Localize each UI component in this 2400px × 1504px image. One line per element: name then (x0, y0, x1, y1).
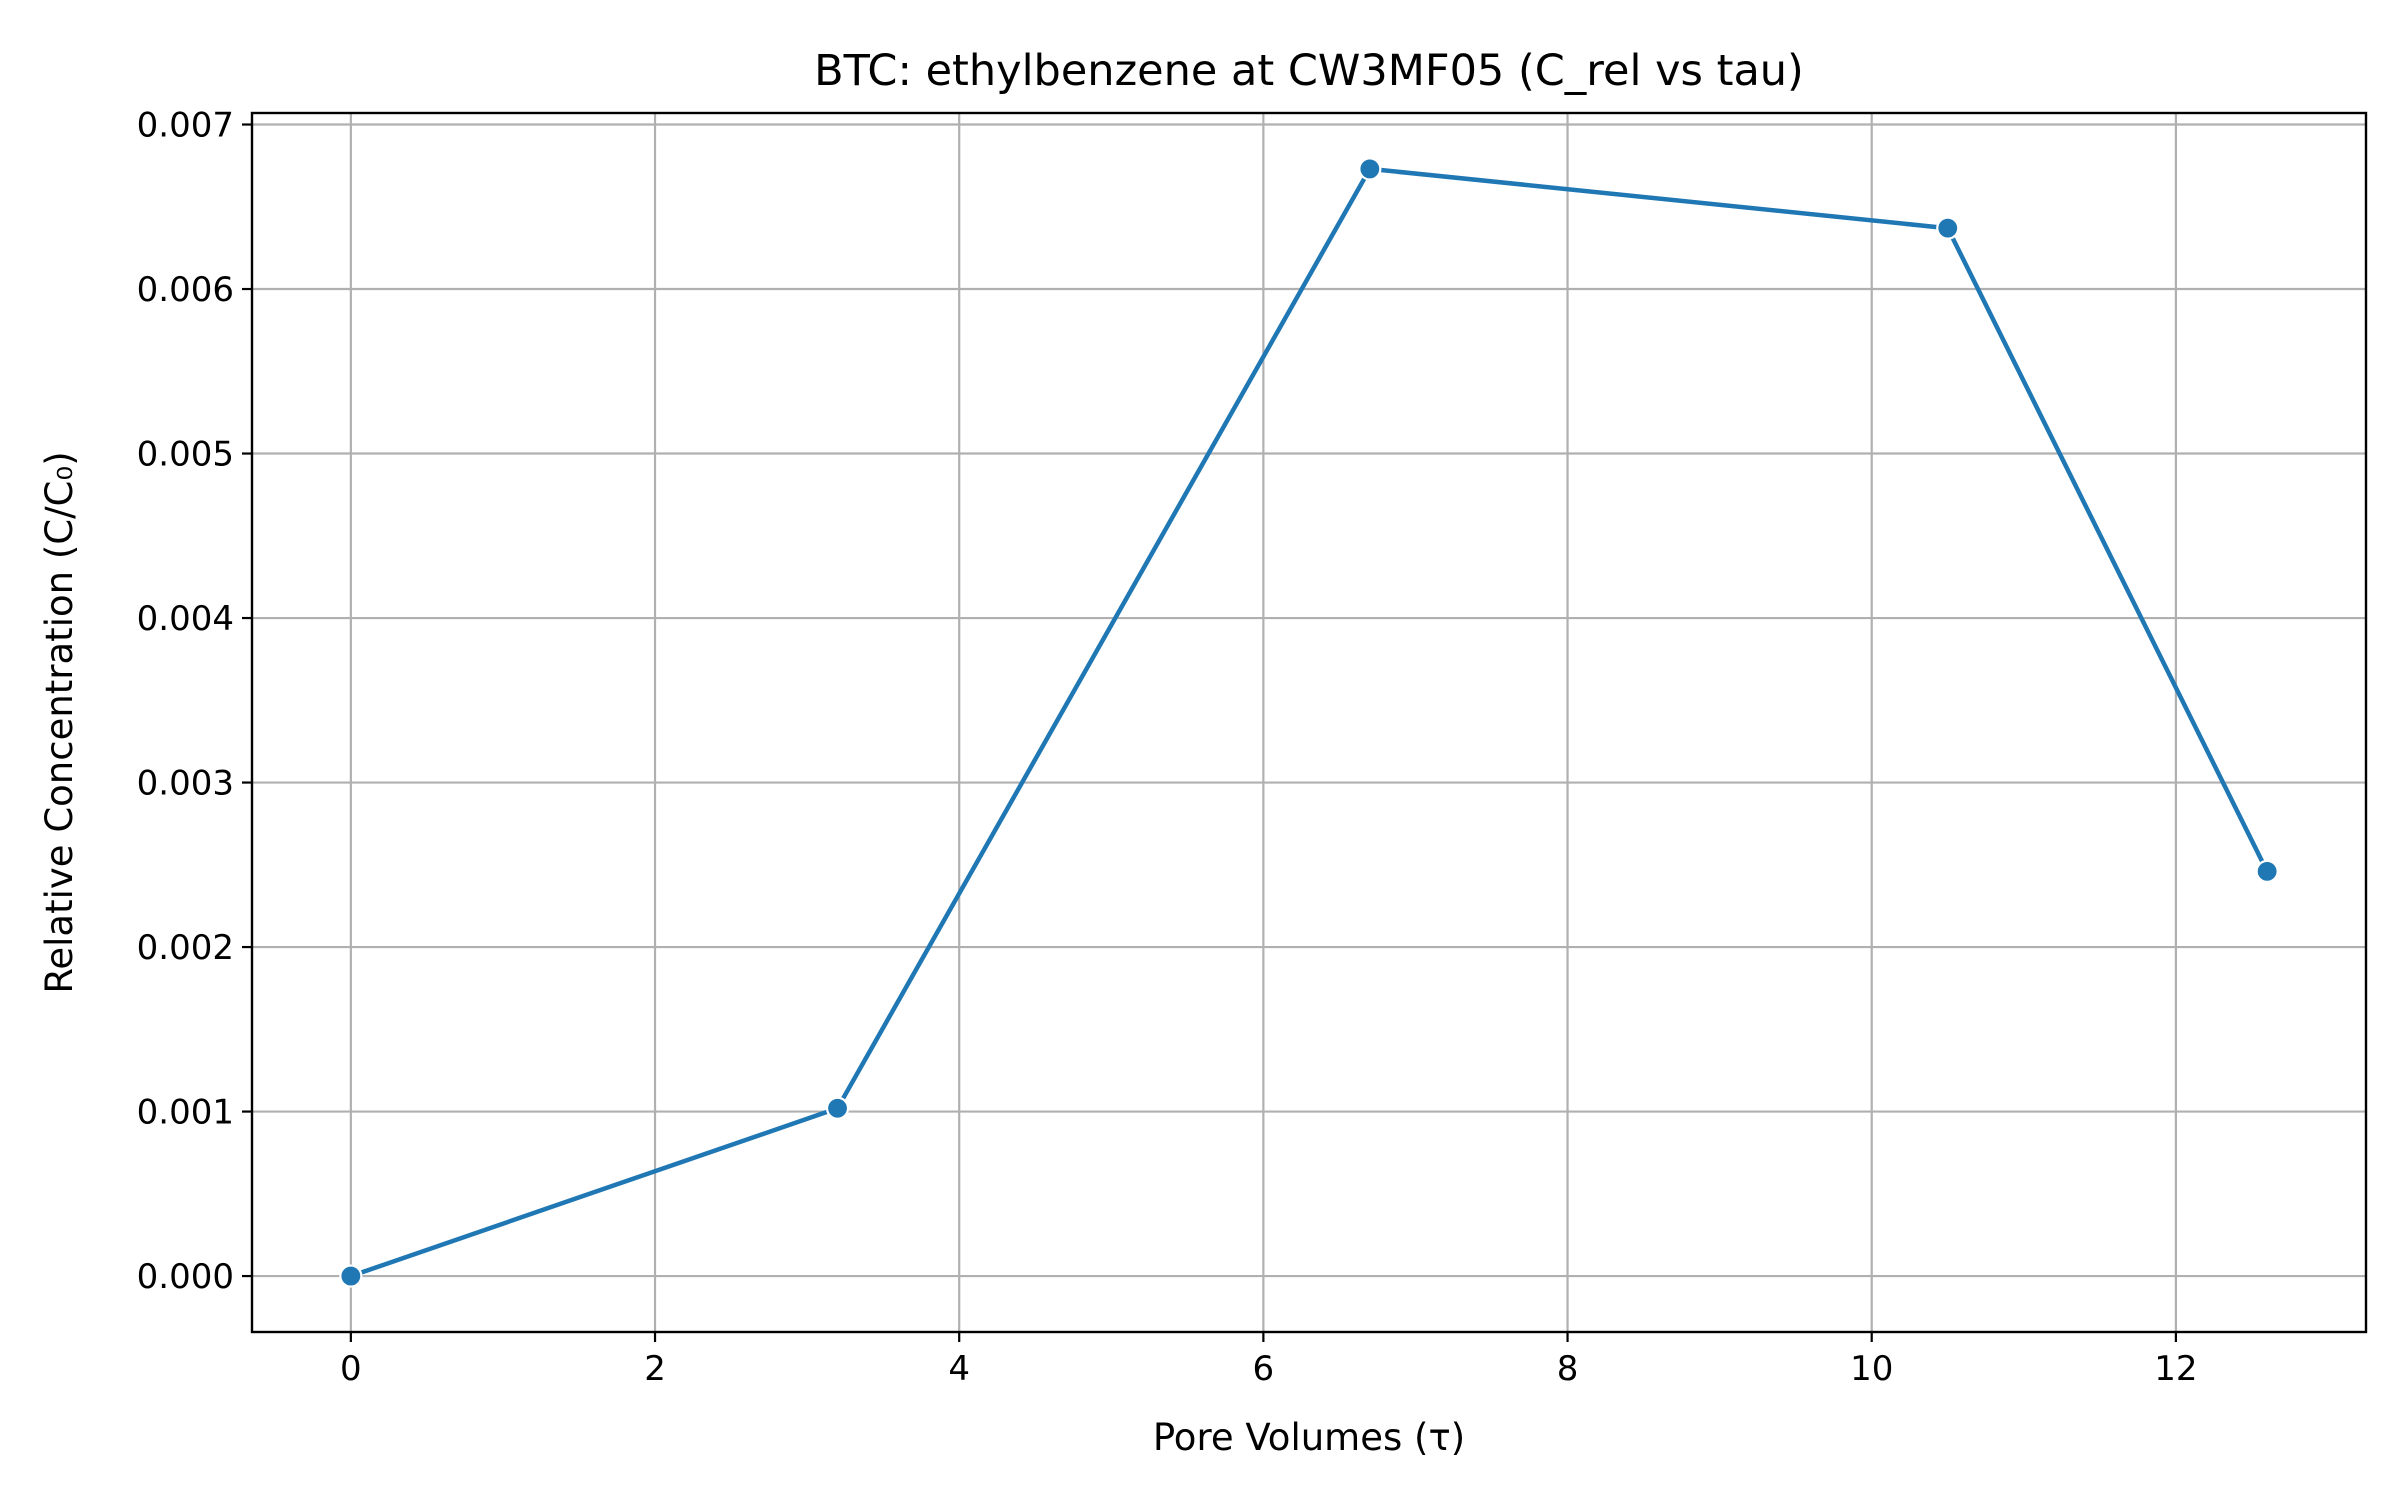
series-layer (339, 157, 2279, 1288)
y-axis-label: Relative Concentration (C/C₀) (38, 451, 81, 993)
axis-ticks: 0 2 4 6 8 10 12 0.000 0.001 0.002 0.003 0.004 0.005 0… (137, 106, 2198, 1389)
data-point[interactable] (1358, 157, 1382, 181)
x-tick-label: 10 (1850, 1349, 1893, 1389)
x-tick-label: 12 (2154, 1349, 2197, 1389)
chart-title: BTC: ethylbenzene at CW3MF05 (C_rel vs t… (814, 46, 1804, 96)
y-tick-label: 0.000 (137, 1257, 234, 1297)
plot-area-frame (250, 111, 2368, 1334)
data-point[interactable] (2255, 859, 2279, 883)
data-point[interactable] (339, 1264, 363, 1288)
y-tick-label: 0.001 (137, 1093, 234, 1133)
data-point[interactable] (1936, 216, 1960, 240)
grid-lines (252, 113, 2366, 1332)
y-tick-label: 0.006 (137, 270, 234, 310)
x-tick-label: 4 (948, 1349, 970, 1389)
y-tick-label: 0.007 (137, 106, 234, 146)
x-axis-label: Pore Volumes (τ) (1153, 1416, 1465, 1459)
y-tick-label: 0.005 (137, 435, 234, 475)
x-tick-label: 2 (644, 1349, 666, 1389)
y-tick-label: 0.003 (137, 764, 234, 804)
y-tick-label: 0.002 (137, 928, 234, 968)
data-point[interactable] (825, 1096, 850, 1120)
x-tick-label: 0 (340, 1349, 362, 1389)
x-tick-label: 6 (1253, 1349, 1275, 1389)
x-tick-label: 8 (1557, 1349, 1579, 1389)
y-tick-label: 0.004 (137, 599, 234, 639)
